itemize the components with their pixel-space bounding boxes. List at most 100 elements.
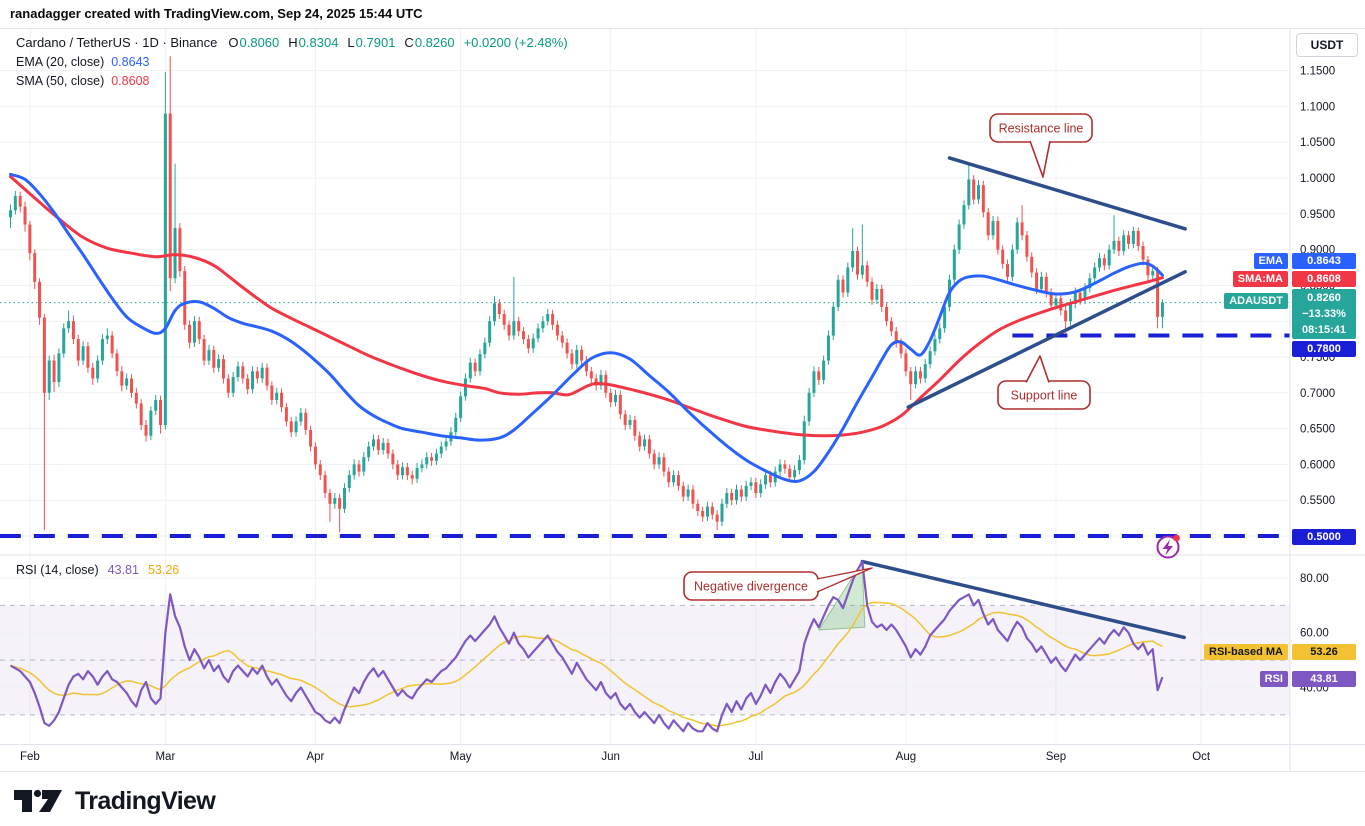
- candle-body: [255, 371, 259, 379]
- candle-body: [275, 392, 279, 400]
- resistance-callout[interactable]: Resistance line: [989, 113, 1093, 178]
- candle-body: [386, 442, 390, 454]
- candle-body: [434, 453, 438, 461]
- candle-body: [652, 453, 656, 465]
- candle-body: [1083, 288, 1087, 300]
- time-axis-label[interactable]: Sep: [1046, 751, 1066, 763]
- candle-body: [468, 362, 472, 379]
- time-axis-label[interactable]: Feb: [20, 751, 40, 763]
- tradingview-logo[interactable]: TradingView: [10, 781, 216, 821]
- candle-body: [1059, 298, 1063, 311]
- candle-body: [183, 271, 187, 325]
- candle-body: [759, 484, 763, 494]
- candle-body: [846, 267, 850, 293]
- price-axis-label[interactable]: 1.1500: [1300, 66, 1335, 78]
- ema20-line: [9, 172, 1164, 483]
- candle-body: [672, 475, 676, 483]
- price-axis-label[interactable]: 0.7000: [1300, 388, 1335, 400]
- candle-body: [202, 339, 206, 361]
- time-axis-label[interactable]: Oct: [1192, 751, 1211, 763]
- candle-body: [541, 321, 545, 329]
- candle-body: [134, 392, 138, 404]
- time-axis-label[interactable]: May: [450, 751, 472, 763]
- flash-icon[interactable]: [1156, 534, 1180, 559]
- chart-legend: Cardano / TetherUS · 1D · Binance O 0.806…: [16, 33, 568, 90]
- price-axis[interactable]: [1291, 28, 1365, 744]
- rsi-legend[interactable]: RSI (14, close) 43.81 53.26: [16, 563, 179, 577]
- candle-body: [826, 335, 830, 361]
- candle-body: [551, 314, 555, 325]
- divergence-callout[interactable]: Negative divergence: [683, 567, 873, 601]
- candle-body: [512, 321, 516, 336]
- candle-body: [730, 493, 734, 501]
- candle-body: [1044, 276, 1048, 293]
- candle-body: [933, 339, 937, 352]
- ema-legend-row[interactable]: EMA (20, close) 0.8643: [16, 52, 568, 71]
- candle-body: [120, 371, 124, 386]
- candle-body: [497, 303, 501, 315]
- rsi-axis-label[interactable]: 60.00: [1300, 628, 1329, 640]
- sma-legend-row[interactable]: SMA (50, close) 0.8608: [16, 71, 568, 90]
- rsi-divergence-trendline[interactable]: [860, 559, 1186, 640]
- candle-body: [991, 220, 995, 236]
- tradingview-logo-text: TradingView: [75, 786, 216, 815]
- time-axis-label[interactable]: Aug: [896, 751, 916, 763]
- candle-body: [439, 446, 443, 454]
- candle-body: [599, 374, 603, 386]
- high-label: H: [288, 35, 298, 50]
- candle-body: [309, 430, 313, 447]
- notification-dot: [1173, 534, 1180, 542]
- candle-body: [420, 464, 424, 468]
- candle-body: [163, 113, 167, 426]
- candle-body: [149, 410, 153, 436]
- candle-body: [565, 342, 569, 354]
- time-axis-label[interactable]: Apr: [306, 751, 324, 763]
- time-axis-label[interactable]: Mar: [155, 751, 175, 763]
- time-axis-label[interactable]: Jul: [749, 751, 764, 763]
- price-axis-label[interactable]: 0.5500: [1300, 495, 1335, 507]
- symbol-title[interactable]: Cardano / TetherUS · 1D · Binance: [16, 35, 218, 50]
- candle-body: [52, 360, 56, 383]
- price-axis-label[interactable]: 0.9500: [1300, 209, 1335, 221]
- symbol-legend-row[interactable]: Cardano / TetherUS · 1D · Binance O 0.806…: [16, 33, 568, 52]
- candle-body: [444, 441, 448, 447]
- ema-label: EMA (20, close): [16, 54, 105, 69]
- candle-body: [96, 360, 100, 379]
- candle-body: [1035, 272, 1039, 289]
- candle-body: [110, 335, 114, 354]
- close-label: C: [404, 35, 414, 50]
- rsi-axis-label[interactable]: 80.00: [1300, 573, 1329, 585]
- candle-body: [328, 493, 332, 504]
- currency-toggle-button[interactable]: USDT: [1296, 33, 1358, 57]
- candle-body: [130, 378, 133, 393]
- candle-body: [1020, 222, 1024, 236]
- candle-body: [701, 510, 705, 517]
- sma-label: SMA (50, close): [16, 73, 105, 88]
- price-axis-label[interactable]: 1.0000: [1300, 173, 1335, 185]
- candle-body: [1141, 246, 1145, 260]
- support-trendline[interactable]: [906, 270, 1187, 409]
- candle-body: [159, 399, 163, 426]
- candle-body: [463, 378, 467, 397]
- candle-body: [536, 328, 540, 339]
- price-axis-label[interactable]: 0.6000: [1300, 459, 1335, 471]
- lightning-bolt-icon: [1162, 539, 1173, 556]
- low-label: L: [347, 35, 355, 50]
- resistance-trendline[interactable]: [947, 156, 1187, 231]
- candle-body: [260, 367, 264, 379]
- candle-body: [696, 503, 700, 511]
- price-axis-label[interactable]: 0.6500: [1300, 424, 1335, 436]
- time-axis-label[interactable]: Jun: [601, 751, 620, 763]
- candle-body: [212, 349, 216, 368]
- price-axis-label[interactable]: 1.1000: [1300, 101, 1335, 113]
- rsi-value: 43.81: [107, 563, 139, 577]
- price-axis-label[interactable]: 1.0500: [1300, 137, 1335, 149]
- candle-body: [1001, 249, 1005, 264]
- candle-body: [67, 321, 71, 329]
- time-axis[interactable]: [0, 745, 1290, 771]
- sma-value-badge: 0.8608: [1292, 271, 1356, 287]
- candle-body: [526, 339, 530, 349]
- support-callout[interactable]: Support line: [997, 355, 1091, 410]
- candle-body: [323, 475, 327, 494]
- candle-body: [812, 371, 816, 393]
